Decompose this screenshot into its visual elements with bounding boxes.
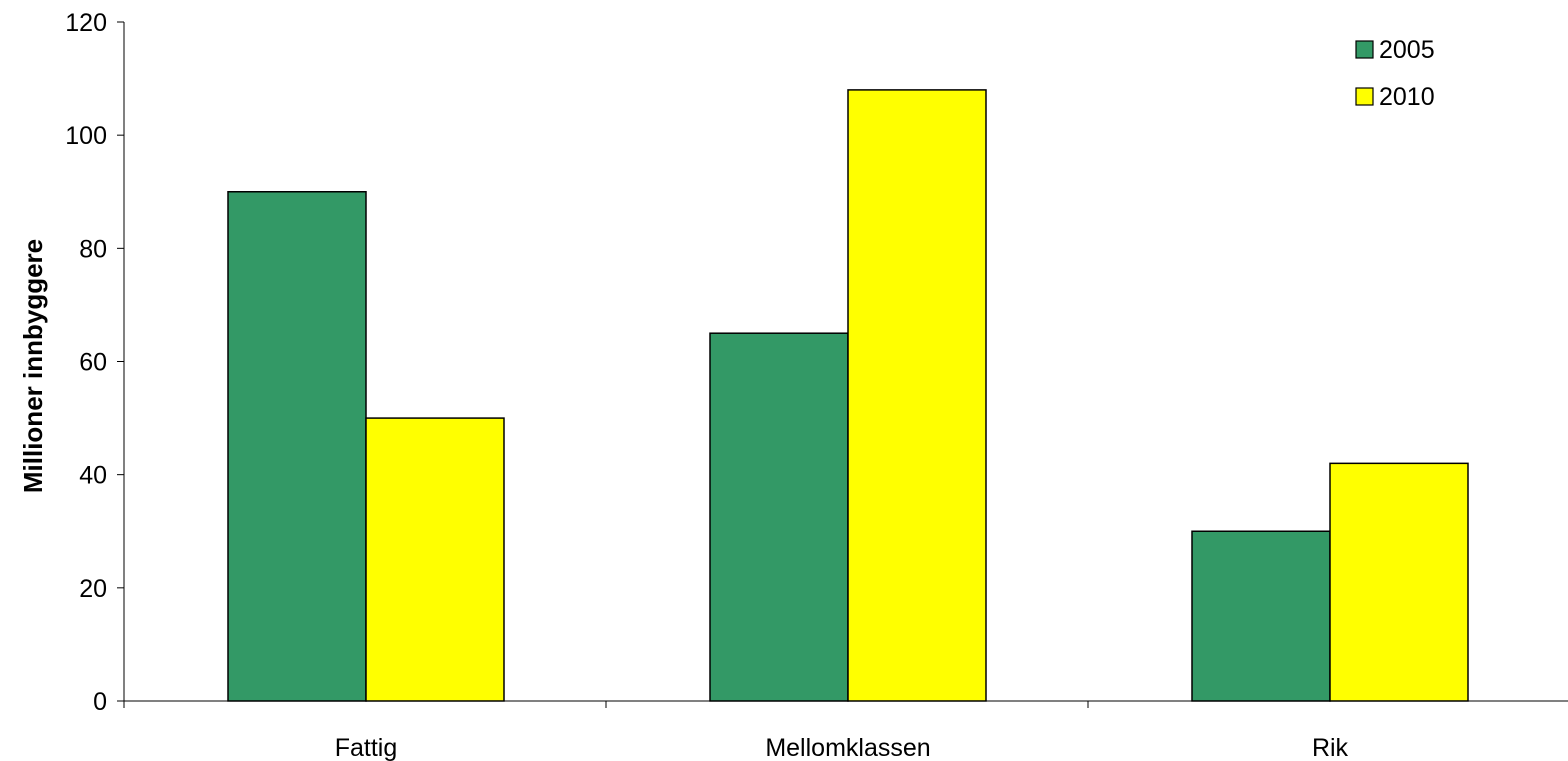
- x-tick-layer: Fattig Mellomklassen Rik: [123, 701, 1349, 761]
- y-tick-label-0: 0: [93, 688, 107, 716]
- bar-mellomklassen-2010: [847, 89, 987, 702]
- y-tick-layer: 0 20 40 60 80 100 120: [65, 9, 124, 716]
- y-tick-label-80: 80: [79, 235, 107, 263]
- y-tick-label-40: 40: [79, 462, 107, 490]
- y-axis-title: Millioner innbyggere: [18, 239, 48, 493]
- y-tick-label-120: 120: [65, 9, 107, 37]
- x-tick-label-mellomklassen: Mellomklassen: [765, 734, 930, 761]
- bars-layer: [227, 89, 1469, 702]
- bar-rik-2010: [1329, 462, 1469, 702]
- bar-mellomklassen-2005: [709, 332, 849, 702]
- legend-swatch-2005: [1355, 40, 1374, 59]
- y-tick-label-20: 20: [79, 575, 107, 603]
- bar-fattig-2005: [227, 191, 367, 702]
- y-tick-label-60: 60: [79, 349, 107, 377]
- legend-swatch-2010: [1355, 87, 1374, 106]
- legend: 2005 2010: [1355, 36, 1435, 111]
- y-tick-label-100: 100: [65, 122, 107, 150]
- x-tick-label-rik: Rik: [1312, 734, 1349, 761]
- bar-fattig-2010: [365, 417, 505, 702]
- x-tick-label-fattig: Fattig: [335, 734, 398, 761]
- bar-rik-2005: [1191, 530, 1331, 702]
- legend-label-2010: 2010: [1379, 83, 1435, 111]
- legend-label-2005: 2005: [1379, 36, 1435, 64]
